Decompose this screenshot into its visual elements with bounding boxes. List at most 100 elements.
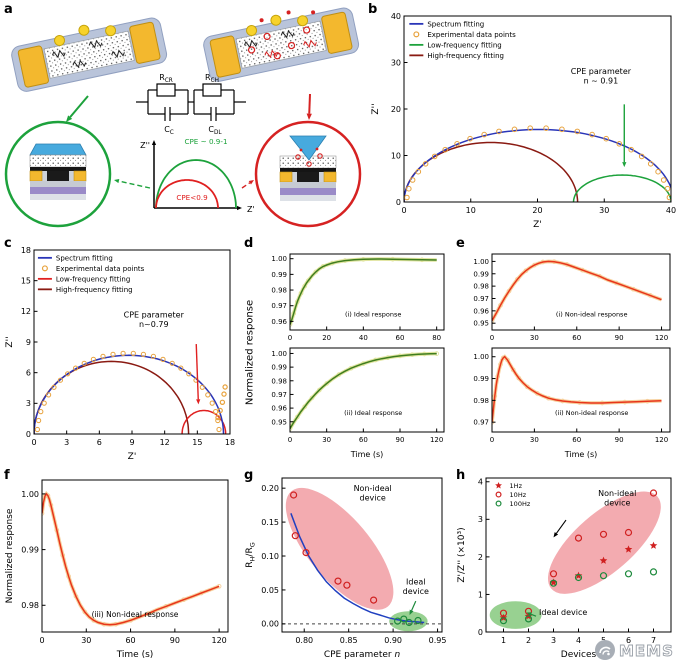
svg-text:Low-frequency fitting: Low-frequency fitting	[427, 41, 501, 49]
svg-text:device: device	[604, 499, 630, 508]
svg-text:Normalized response: Normalized response	[5, 508, 15, 603]
svg-text:1: 1	[501, 636, 506, 645]
svg-text:20: 20	[322, 334, 331, 342]
svg-text:1Hz: 1Hz	[510, 482, 523, 490]
svg-text:18: 18	[225, 438, 235, 447]
svg-text:0: 0	[478, 628, 483, 637]
svg-text:60: 60	[125, 636, 135, 645]
svg-text:(i) Non-ideal response: (i) Non-ideal response	[556, 310, 628, 318]
svg-text:n~0.79: n~0.79	[139, 320, 169, 329]
mems-watermark-logo: MEMS	[595, 640, 673, 660]
panel-g: g 0.80 0.85 0.90 0.95 0.00 0.05 0.10 0.15 0.20 CP…	[242, 468, 452, 664]
svg-text:30: 30	[81, 636, 91, 645]
svg-text:0.98: 0.98	[21, 601, 39, 610]
svg-text:0.95: 0.95	[473, 320, 489, 328]
svg-text:90: 90	[396, 436, 405, 444]
chart-f-nonideal-response-iii: 0 30 60 90 120 0.98 0.99 1.00 Time (s) Normalized…	[5, 479, 229, 660]
svg-text:30: 30	[530, 334, 539, 342]
svg-text:0.99: 0.99	[271, 271, 287, 279]
svg-text:20: 20	[532, 206, 542, 215]
svg-text:15: 15	[21, 277, 31, 286]
svg-text:Z': Z'	[533, 220, 542, 230]
svg-text:Experimental data points: Experimental data points	[56, 265, 145, 273]
panel-b: b 0 10 20 30 40 0 10 20 30 40 Z' Z'' Spectrum fittin…	[366, 2, 683, 234]
svg-text:7: 7	[651, 636, 656, 645]
svg-text:CPE parameter n: CPE parameter n	[324, 650, 401, 660]
svg-text:0.97: 0.97	[473, 419, 489, 427]
panel-a: a RCR RCH CC CDL Z'' Z' CPE ~ 0.9-1 CPE<0.9	[2, 2, 364, 234]
svg-text:Experimental data points: Experimental data points	[427, 31, 516, 39]
panel-c-label: c	[4, 236, 12, 251]
panel-f: f 0 30 60 90 120 0.98 0.99 1.00 Time (s) Normaliz…	[2, 468, 240, 664]
svg-text:0.10: 0.10	[261, 552, 279, 561]
svg-text:0.99: 0.99	[271, 364, 287, 372]
svg-text:1.00: 1.00	[473, 258, 489, 266]
svg-text:20: 20	[391, 105, 401, 114]
svg-text:90: 90	[615, 436, 624, 444]
svg-text:Devices: Devices	[561, 650, 597, 660]
svg-text:80: 80	[432, 334, 441, 342]
svg-text:0.99: 0.99	[473, 375, 489, 383]
svg-text:0.98: 0.98	[271, 377, 287, 385]
svg-text:0: 0	[288, 334, 292, 342]
chart-g-rh-rg-vs-cpe: 0.80 0.85 0.90 0.95 0.00 0.05 0.10 0.15 0.20 CPE …	[245, 477, 446, 660]
panel-h-label: h	[456, 468, 466, 483]
svg-text:(iii) Non-ideal response: (iii) Non-ideal response	[92, 610, 179, 619]
svg-text:0.97: 0.97	[271, 302, 287, 310]
svg-text:Time (s): Time (s)	[564, 450, 598, 459]
svg-text:90: 90	[615, 334, 624, 342]
svg-text:6: 6	[26, 369, 31, 378]
svg-text:1.00: 1.00	[271, 350, 287, 358]
svg-text:Z'/Z'' (×10³): Z'/Z'' (×10³)	[457, 527, 467, 582]
svg-text:40: 40	[666, 206, 676, 215]
svg-text:3: 3	[64, 438, 69, 447]
chart-c-nyquist-plot: 0 3 6 9 12 15 18 0 3 6 9 12 15 18 Z' Z'' Spectrum fittin…	[5, 246, 235, 462]
svg-text:3: 3	[551, 636, 556, 645]
svg-text:0.96: 0.96	[271, 405, 287, 413]
svg-text:0.96: 0.96	[473, 307, 489, 315]
svg-text:0.15: 0.15	[261, 518, 279, 527]
chart-d-ideal-response-ii: 0 30 60 90 120 0.95 0.96 0.97 0.98 0.99 1.00 Time (…	[271, 347, 445, 459]
chart-e-nonideal-response-i: 0 30 60 90 120 0.95 0.96 0.97 0.98 0.99 1.00 (i) No…	[473, 253, 671, 342]
svg-text:12: 12	[160, 438, 170, 447]
svg-text:0.05: 0.05	[261, 586, 279, 595]
svg-text:0: 0	[490, 436, 494, 444]
svg-text:120: 120	[655, 334, 668, 342]
svg-text:1.00: 1.00	[473, 353, 489, 361]
svg-text:120: 120	[655, 436, 668, 444]
svg-text:90: 90	[170, 636, 180, 645]
svg-text:0: 0	[31, 438, 36, 447]
svg-text:0.97: 0.97	[473, 295, 489, 303]
panel-e: e 0 30 60 90 120 0.95 0.96 0.97 0.98 0.99 1.00 (i) …	[454, 236, 683, 466]
svg-text:0.96: 0.96	[271, 318, 287, 326]
svg-text:Ideal: Ideal	[406, 578, 425, 587]
svg-text:1.00: 1.00	[271, 255, 287, 263]
svg-text:0: 0	[26, 430, 31, 439]
svg-text:30: 30	[599, 206, 609, 215]
svg-text:0.90: 0.90	[384, 636, 402, 645]
svg-text:9: 9	[26, 338, 31, 347]
panel-d-label: d	[244, 236, 254, 251]
svg-text:(i) Ideal response: (i) Ideal response	[345, 310, 401, 318]
svg-text:10Hz: 10Hz	[510, 491, 527, 499]
svg-text:Time (s): Time (s)	[116, 650, 154, 660]
svg-text:Low-frequency fitting: Low-frequency fitting	[56, 275, 130, 283]
svg-text:(ii) Ideal response: (ii) Ideal response	[344, 409, 402, 417]
svg-text:device: device	[360, 493, 386, 502]
svg-text:10: 10	[466, 206, 476, 215]
svg-text:Z': Z'	[128, 452, 137, 462]
svg-text:15: 15	[192, 438, 202, 447]
svg-text:60: 60	[572, 334, 581, 342]
svg-text:6: 6	[97, 438, 102, 447]
svg-text:RH/RG: RH/RG	[245, 542, 257, 567]
panel-g-label: g	[244, 468, 254, 483]
svg-text:device: device	[403, 587, 429, 596]
svg-text:40: 40	[391, 12, 401, 21]
panel-f-label: f	[4, 468, 10, 483]
svg-text:120: 120	[212, 636, 227, 645]
panel-h: h 123456701234DevicesZ'/Z'' (×10³)1Hz10H…	[454, 468, 683, 664]
svg-text:RCH: RCH	[205, 73, 219, 84]
svg-text:0.95: 0.95	[271, 418, 287, 426]
svg-text:Z': Z'	[247, 205, 255, 214]
